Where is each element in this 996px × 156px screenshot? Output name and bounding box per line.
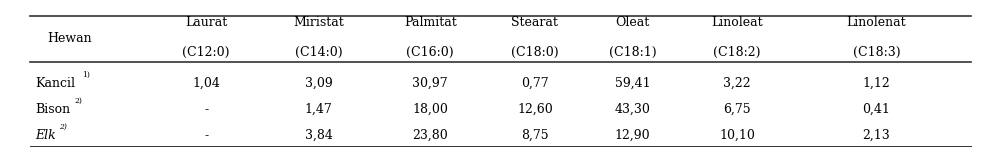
Text: (C18:3): (C18:3) [853,46,900,58]
Text: 2,13: 2,13 [863,129,890,142]
Text: 12,90: 12,90 [615,129,650,142]
Text: 2): 2) [74,97,82,105]
Text: 1,12: 1,12 [863,77,890,90]
Text: 3,22: 3,22 [723,77,751,90]
Text: Elk: Elk [35,129,56,142]
Text: Palmitat: Palmitat [404,16,456,29]
Text: Linolenat: Linolenat [847,16,906,29]
Text: 2): 2) [60,123,67,131]
Text: 10,10: 10,10 [719,129,755,142]
Text: 6,75: 6,75 [723,103,751,116]
Text: (C12:0): (C12:0) [182,46,230,58]
Text: 1,04: 1,04 [192,77,220,90]
Text: Miristat: Miristat [294,16,344,29]
Text: Stearat: Stearat [511,16,559,29]
Text: 1,47: 1,47 [305,103,333,116]
Text: 23,80: 23,80 [412,129,448,142]
Text: 18,00: 18,00 [412,103,448,116]
Text: 12,60: 12,60 [517,103,553,116]
Text: Kancil: Kancil [35,77,75,90]
Text: Linoleat: Linoleat [711,16,763,29]
Text: (C16:0): (C16:0) [406,46,454,58]
Text: 0,41: 0,41 [863,103,890,116]
Text: 1): 1) [82,71,90,79]
Text: 3,09: 3,09 [305,77,333,90]
Text: (C18:1): (C18:1) [609,46,656,58]
Text: Laurat: Laurat [185,16,227,29]
Text: 0,77: 0,77 [521,77,549,90]
Text: -: - [204,129,208,142]
Text: 59,41: 59,41 [615,77,650,90]
Text: -: - [204,103,208,116]
Text: 8,75: 8,75 [521,129,549,142]
Text: Hewan: Hewan [48,32,92,46]
Text: (C18:2): (C18:2) [713,46,761,58]
Text: Bison: Bison [35,103,70,116]
Text: 3,84: 3,84 [305,129,333,142]
Text: Oleat: Oleat [616,16,649,29]
Text: 43,30: 43,30 [615,103,650,116]
Text: (C14:0): (C14:0) [295,46,343,58]
Text: 30,97: 30,97 [412,77,448,90]
Text: (C18:0): (C18:0) [511,46,559,58]
